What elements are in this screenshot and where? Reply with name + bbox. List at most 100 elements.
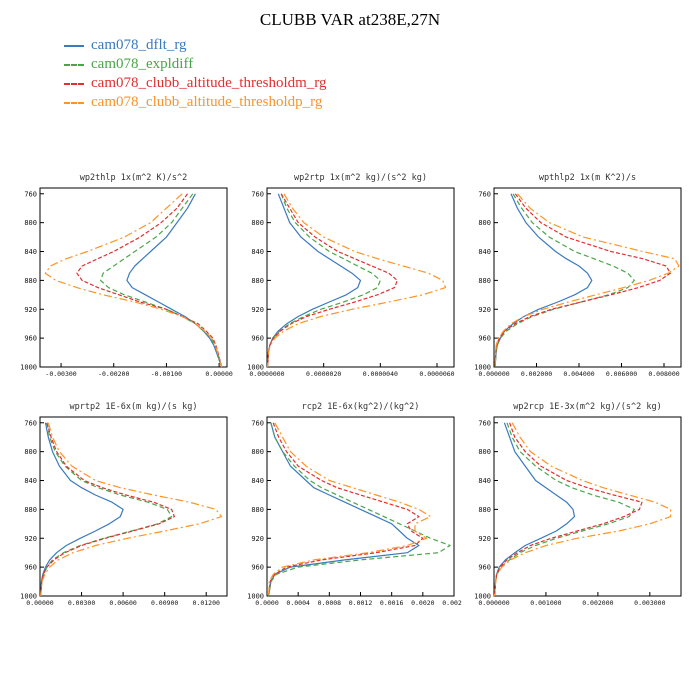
svg-text:840: 840: [478, 248, 491, 256]
subplot-title: wp2rtp 1x(m^2 kg)/(s^2 kg): [294, 173, 427, 183]
legend-item: cam078_dflt_rg: [64, 36, 327, 55]
svg-text:1000: 1000: [247, 593, 264, 601]
svg-text:920: 920: [24, 535, 37, 543]
svg-text:760: 760: [24, 190, 37, 198]
svg-text:0.004000: 0.004000: [563, 370, 594, 378]
series-line-cam078_dflt_rg: [493, 422, 576, 597]
subplot-4: wprtp2 1E-6x(m kg)/(s kg) 0.00000 0.00300 0…: [20, 402, 228, 607]
svg-text:0.008000: 0.008000: [648, 370, 679, 378]
svg-text:880: 880: [251, 277, 264, 285]
series-line-cam078_clubb_altitude_thresholdp_rg: [494, 193, 680, 368]
legend-dash-icon: [64, 44, 84, 47]
svg-text:760: 760: [24, 419, 37, 427]
svg-text:0.002000: 0.002000: [582, 599, 613, 607]
series-line-cam078_clubb_altitude_thresholdm_rg: [493, 422, 643, 597]
svg-text:0.0008: 0.0008: [318, 599, 342, 607]
svg-text:800: 800: [251, 219, 264, 227]
svg-text:0.00000: 0.00000: [26, 599, 53, 607]
svg-text:1000: 1000: [474, 364, 491, 372]
svg-text:760: 760: [478, 190, 491, 198]
series-line-cam078_clubb_altitude_thresholdp_rg: [44, 193, 223, 368]
legend-item: cam078_clubb_altitude_thresholdp_rg: [64, 93, 327, 112]
subplot-title: wpthlp2 1x(m K^2)/s: [539, 173, 636, 183]
svg-text:880: 880: [251, 506, 264, 514]
svg-text:0.0000060: 0.0000060: [419, 370, 454, 378]
series-line-cam078_expldiff: [494, 193, 635, 368]
svg-text:960: 960: [478, 564, 491, 572]
series-line-cam078_expldiff: [267, 193, 381, 368]
svg-text:-0.00100: -0.00100: [151, 370, 182, 378]
legend-item-label: cam078_clubb_altitude_thresholdm_rg: [91, 75, 327, 91]
svg-text:1000: 1000: [20, 364, 37, 372]
legend-item-label: cam078_expldiff: [91, 56, 194, 72]
legend-item-label: cam078_dflt_rg: [91, 37, 187, 53]
series-line-cam078_expldiff: [268, 422, 451, 597]
svg-text:0.003000: 0.003000: [634, 599, 665, 607]
svg-text:0.0000040: 0.0000040: [363, 370, 398, 378]
svg-text:0.00300: 0.00300: [68, 599, 95, 607]
svg-text:920: 920: [251, 535, 264, 543]
svg-text:920: 920: [251, 306, 264, 314]
svg-text:920: 920: [478, 306, 491, 314]
series-line-cam078_dflt_rg: [267, 193, 362, 368]
subplot-3: wpthlp2 1x(m K^2)/s 0.000000 0.002000 0.004…: [474, 173, 682, 378]
subplot-title: rcp2 1E-6x(kg^2)/(kg^2): [302, 402, 420, 412]
svg-text:800: 800: [24, 219, 37, 227]
legend-dash-icon: [64, 63, 84, 66]
svg-text:-0.00300: -0.00300: [45, 370, 76, 378]
svg-text:1000: 1000: [247, 364, 264, 372]
subplot-title: wp2rcp 1E-3x(m^2 kg)/(s^2 kg): [513, 402, 661, 412]
subplot-6: wp2rcp 1E-3x(m^2 kg)/(s^2 kg) 0.000000 0.0…: [474, 402, 682, 607]
svg-text:960: 960: [24, 335, 37, 343]
svg-text:840: 840: [478, 477, 491, 485]
svg-text:920: 920: [24, 306, 37, 314]
page-title: CLUBB VAR at238E,27N: [259, 10, 441, 29]
svg-text:840: 840: [24, 477, 37, 485]
svg-text:0.00000: 0.00000: [205, 370, 232, 378]
series-line-cam078_dflt_rg: [126, 193, 223, 368]
series-line-cam078_clubb_altitude_thresholdp_rg: [493, 422, 672, 597]
subplot-2: wp2rtp 1x(m^2 kg)/(s^2 kg) 0.0000000 0.000…: [247, 173, 455, 378]
charts-grid: wp2thlp 1x(m^2 K)/s^2 -0.00300 -0.00200 -0.…: [8, 168, 689, 612]
svg-text:0.00900: 0.00900: [151, 599, 178, 607]
series-line-cam078_expldiff: [40, 422, 173, 597]
series-line-cam078_dflt_rg: [268, 422, 420, 597]
svg-text:800: 800: [478, 448, 491, 456]
series-line-cam078_dflt_rg: [40, 422, 124, 597]
series-line-cam078_clubb_altitude_thresholdp_rg: [268, 422, 432, 597]
svg-text:0.000000: 0.000000: [478, 599, 509, 607]
series-line-cam078_dflt_rg: [494, 193, 593, 368]
subplot-5: rcp2 1E-6x(kg^2)/(kg^2) 0.0000 0.0004 0.000…: [247, 402, 462, 607]
legend: cam078_dflt_rg cam078_expldiff cam078_cl…: [64, 36, 327, 112]
svg-text:0.006000: 0.006000: [606, 370, 637, 378]
legend-item-label: cam078_clubb_altitude_thresholdp_rg: [91, 94, 323, 110]
series-line-cam078_clubb_altitude_thresholdp_rg: [40, 422, 223, 597]
svg-text:-0.00200: -0.00200: [98, 370, 129, 378]
svg-text:800: 800: [24, 448, 37, 456]
svg-text:920: 920: [478, 535, 491, 543]
series-line-cam078_expldiff: [99, 193, 223, 368]
svg-text:880: 880: [478, 277, 491, 285]
subplot-1: wp2thlp 1x(m^2 K)/s^2 -0.00300 -0.00200 -0.…: [20, 173, 233, 378]
svg-text:960: 960: [251, 335, 264, 343]
svg-text:760: 760: [478, 419, 491, 427]
svg-text:0.0000: 0.0000: [255, 599, 279, 607]
svg-text:0.0000000: 0.0000000: [249, 370, 284, 378]
svg-text:840: 840: [251, 477, 264, 485]
series-line-cam078_clubb_altitude_thresholdp_rg: [267, 193, 447, 368]
svg-text:800: 800: [251, 448, 264, 456]
svg-text:760: 760: [251, 190, 264, 198]
subplot-title: wprtp2 1E-6x(m kg)/(s kg): [70, 402, 198, 412]
svg-text:800: 800: [478, 219, 491, 227]
svg-text:0.0024: 0.0024: [442, 599, 462, 607]
series-line-cam078_expldiff: [493, 422, 635, 597]
subplot-title: wp2thlp 1x(m^2 K)/s^2: [80, 173, 187, 183]
svg-text:0.01200: 0.01200: [193, 599, 220, 607]
svg-text:880: 880: [478, 506, 491, 514]
series-line-cam078_clubb_altitude_thresholdm_rg: [76, 193, 223, 368]
series-line-cam078_clubb_altitude_thresholdm_rg: [267, 193, 398, 368]
legend-dash-icon: [64, 101, 84, 104]
series-line-cam078_clubb_altitude_thresholdm_rg: [494, 193, 671, 368]
svg-text:0.000000: 0.000000: [478, 370, 509, 378]
svg-text:0.001000: 0.001000: [530, 599, 561, 607]
